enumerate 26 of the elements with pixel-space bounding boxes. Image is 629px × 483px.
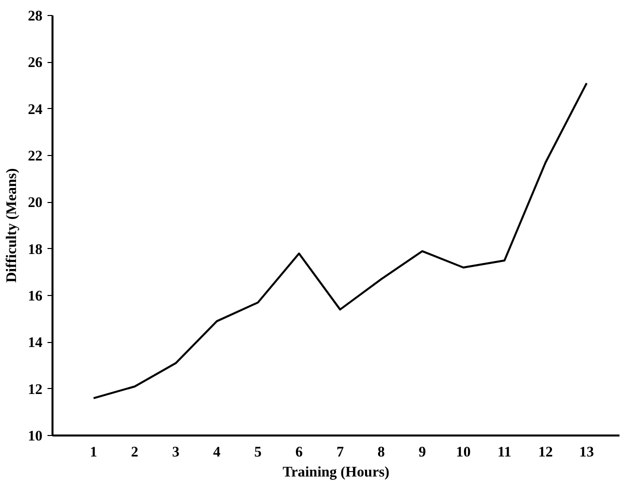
x-tick-label: 5 (254, 444, 262, 460)
y-tick-label: 14 (28, 335, 44, 352)
y-tick-label: 18 (28, 242, 42, 258)
y-tick-label: 26 (28, 55, 42, 72)
x-tick-label: 6 (295, 444, 303, 460)
x-tick-label: 7 (336, 444, 344, 460)
x-axis-title: Training (Hours) (282, 464, 390, 480)
x-tick-label: 3 (172, 444, 180, 460)
x-tick-label: 10 (456, 444, 471, 460)
x-tick-label: 1 (90, 444, 98, 460)
x-tick-label: 13 (579, 444, 594, 460)
x-tick-label: 9 (418, 444, 426, 460)
x-tick-label: 11 (498, 444, 512, 460)
y-tick-label: 24 (28, 102, 44, 118)
y-tick-label: 12 (28, 382, 42, 398)
y-axis-title: Difficulty (Means) (4, 168, 20, 283)
y-tick-label: 28 (28, 8, 42, 24)
x-tick-label: 12 (538, 444, 553, 460)
y-tick-label: 22 (28, 148, 42, 164)
y-tick-label: 20 (28, 195, 42, 212)
x-tick-label: 8 (378, 444, 385, 460)
x-tick-label: 2 (131, 444, 138, 460)
x-tick-label: 4 (213, 444, 222, 460)
line-series (92, 82, 588, 400)
y-tick-label: 16 (28, 288, 42, 304)
y-tick-label: 10 (28, 428, 42, 444)
